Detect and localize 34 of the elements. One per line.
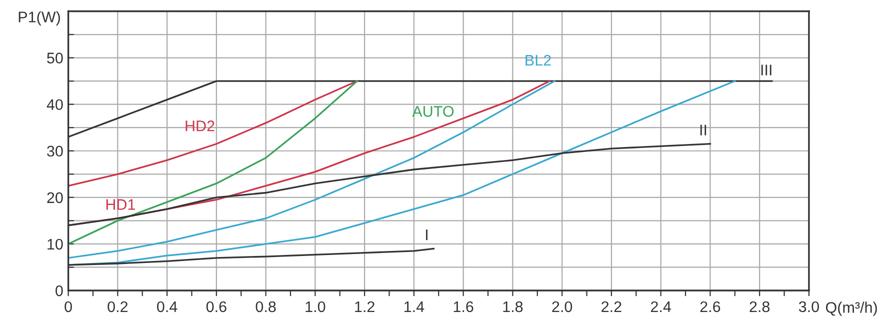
x-tick-label: 0.4	[157, 301, 178, 312]
x-tick-label: 1.0	[306, 301, 326, 312]
series-label: HD2	[186, 120, 214, 132]
x-tick-label: 2.4	[650, 301, 671, 312]
series-label: II	[700, 124, 706, 136]
x-tick-label: 0.6	[206, 301, 226, 312]
y-tick-label: 10	[48, 238, 63, 250]
x-tick-label: 0.2	[108, 301, 128, 312]
text: AUTO	[412, 106, 454, 117]
series-label: BL2	[526, 54, 551, 66]
x-tick-label: 1.8	[503, 301, 523, 312]
x-tick-label: 1.2	[355, 301, 374, 312]
y-tick-label: 0	[56, 285, 63, 296]
x-tick-label: 2.8	[750, 301, 770, 312]
series-label: III	[761, 64, 772, 76]
x-tick-label: 1.4	[404, 301, 424, 312]
series-label: HD1	[106, 199, 135, 210]
y-axis-title: P1(W)	[18, 11, 60, 26]
x-tick-label: 2.0	[552, 301, 572, 312]
line-series	[68, 80, 358, 187]
y-tick-label: 40	[46, 99, 63, 110]
line-series	[68, 80, 556, 259]
x-tick-label: 0.8	[256, 301, 276, 312]
series-label: I	[426, 230, 428, 240]
x-tick-label: 2.2	[602, 301, 622, 312]
x-tick-label: 1.6	[454, 301, 474, 312]
x-tick-label: 0	[64, 301, 72, 312]
x-tick-label: 2.6	[700, 301, 720, 312]
x-tick-label: 3.0	[798, 301, 819, 312]
y-tick-label: 50	[47, 52, 63, 64]
line-series	[68, 80, 358, 245]
y-tick-label: 20	[47, 192, 63, 204]
x-axis-title: Q(m³/h)	[826, 302, 877, 316]
y-tick-label: 30	[47, 146, 63, 157]
